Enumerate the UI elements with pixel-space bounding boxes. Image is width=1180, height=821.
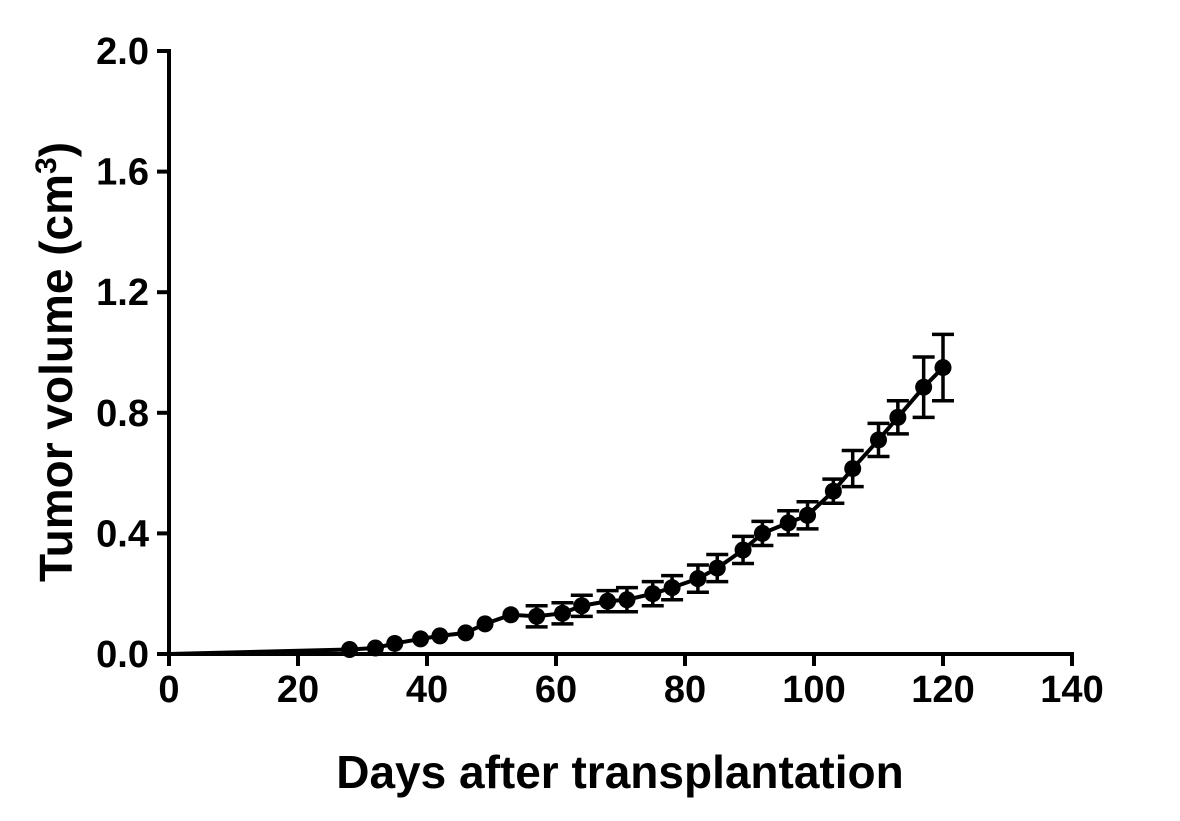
x-tick-label: 120 (911, 669, 974, 711)
data-point (553, 604, 571, 622)
data-point (528, 607, 546, 625)
data-point (457, 624, 475, 642)
data-point (934, 359, 952, 377)
data-point (573, 597, 591, 615)
data-point (734, 541, 752, 559)
x-tick-label: 60 (535, 669, 577, 711)
data-point (824, 482, 842, 500)
data-point (915, 378, 933, 396)
data-point (779, 514, 797, 532)
data-point (644, 585, 662, 603)
x-tick-label: 100 (782, 669, 845, 711)
data-point (689, 570, 707, 588)
x-tick-label: 0 (158, 669, 179, 711)
y-tick-label: 2.0 (96, 31, 149, 73)
y-axis-title: Tumor volume (cm3) (30, 142, 82, 582)
data-point (599, 592, 617, 610)
y-axis-title-close: ) (30, 142, 82, 157)
y-axis-title-main: Tumor volume (cm (30, 174, 82, 582)
y-tick-label: 1.2 (96, 272, 149, 314)
data-point (844, 460, 862, 478)
data-point (386, 634, 404, 652)
y-tick-label: 1.6 (96, 152, 149, 194)
data-point (889, 408, 907, 426)
y-tick-label: 0.8 (96, 393, 149, 435)
data-point (412, 630, 430, 648)
data-point (618, 591, 636, 609)
data-point (753, 524, 771, 542)
y-tick-label: 0.0 (96, 634, 149, 676)
plot-area (168, 332, 954, 658)
x-tick-label: 20 (277, 669, 319, 711)
x-tick-label: 80 (664, 669, 706, 711)
axes: 0 20 40 60 80 100 120 140 0.0 0.4 0.8 1.2 1.6 2.0 (96, 31, 1104, 711)
y-axis-title-superscript: 3 (30, 157, 63, 174)
data-point (431, 627, 449, 645)
data-point (476, 615, 494, 633)
data-point (870, 431, 887, 449)
x-axis-title: Days after transplantation (336, 746, 903, 798)
x-tick-label: 40 (406, 669, 448, 711)
data-point (708, 559, 726, 577)
data-point (663, 579, 681, 597)
y-tick-label: 0.4 (96, 513, 149, 555)
x-tick-label: 140 (1040, 669, 1103, 711)
data-point (502, 606, 520, 624)
data-point (799, 506, 817, 524)
